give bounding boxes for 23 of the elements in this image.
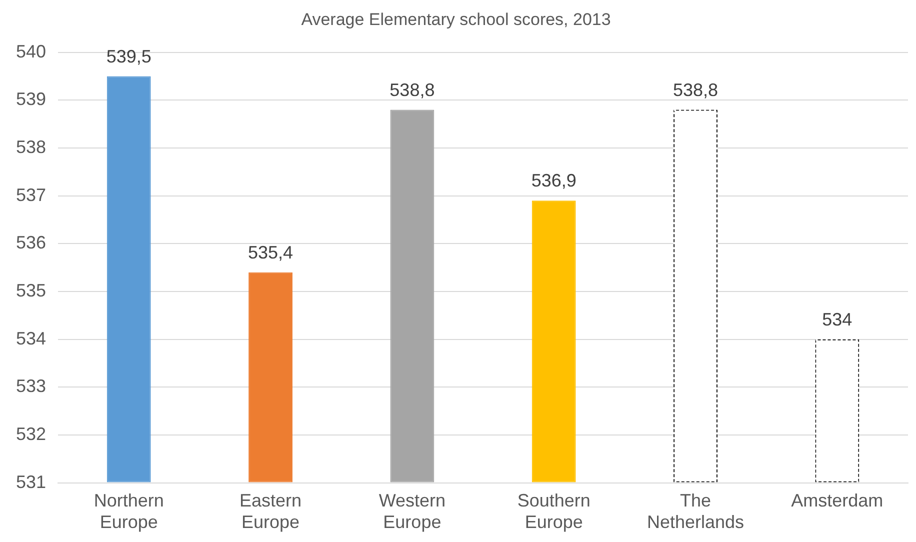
x-tick-label: Western Europe (378, 490, 446, 532)
x-tick-label: Northern Europe (94, 490, 164, 532)
y-tick-label: 537 (16, 184, 46, 205)
x-tick-label: Southern Europe (517, 490, 590, 532)
chart-title: Average Elementary school scores, 2013 (301, 10, 611, 29)
x-tick-label: The Netherlands (646, 490, 744, 532)
data-label: 534 (822, 309, 852, 330)
y-tick-label: 538 (16, 137, 46, 158)
y-tick-label: 535 (16, 280, 46, 300)
data-label: 536,9 (531, 170, 576, 191)
x-tick-label: Amsterdam (791, 490, 884, 511)
data-label: 538,8 (390, 80, 435, 100)
y-tick-label: 532 (16, 424, 46, 444)
y-tick-label: 534 (16, 328, 46, 348)
y-tick-label: 533 (16, 376, 46, 396)
x-tick-label: Eastern Europe (240, 490, 302, 532)
y-tick-label: 536 (16, 232, 46, 253)
data-label: 538,8 (672, 80, 718, 100)
data-label: 535,4 (248, 242, 294, 262)
y-tick-label: 540 (16, 41, 46, 62)
data-label: 539,5 (106, 46, 152, 66)
y-tick-label: 531 (16, 472, 46, 492)
y-tick-label: 539 (16, 89, 46, 110)
